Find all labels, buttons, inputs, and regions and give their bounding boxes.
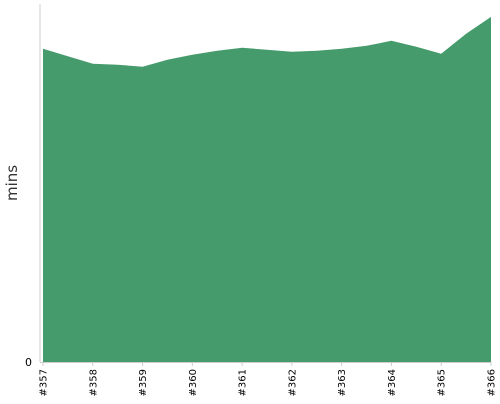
x-tick-label: #365 xyxy=(437,369,448,396)
area-series-0 xyxy=(43,16,491,363)
x-axis-ticks: #357 #358 #359 #360 #361 #362 #363 #364 #365 #366 xyxy=(39,362,498,396)
y-axis-ticks: 0 xyxy=(25,356,32,369)
x-tick-label: #363 xyxy=(337,369,348,396)
x-tick-label: #359 xyxy=(138,369,149,396)
x-tick-label: #366 xyxy=(487,369,498,396)
x-tick-label: #362 xyxy=(287,369,298,396)
plot-area xyxy=(43,16,491,363)
x-tick-label: #364 xyxy=(387,369,398,396)
y-axis-label: mins xyxy=(3,165,21,201)
x-tick-label: #361 xyxy=(238,369,249,396)
y-tick-label: 0 xyxy=(25,356,32,369)
x-tick-label: #357 xyxy=(39,369,50,396)
x-tick-label: #358 xyxy=(88,369,99,396)
x-tick-label: #360 xyxy=(188,369,199,396)
